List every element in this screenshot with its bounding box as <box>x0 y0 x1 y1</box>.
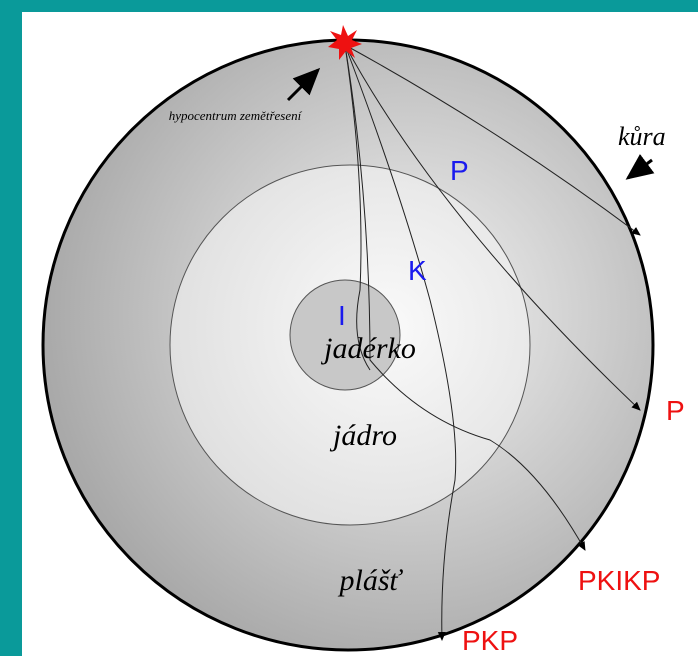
hypocenter-label: hypocentrum zemětřesení <box>169 108 303 123</box>
wave-label: K <box>408 255 427 286</box>
page: {"labels": {"hypocenter": "hypocentrum z… <box>0 0 698 656</box>
crust-label: kůra <box>618 122 666 151</box>
arrival-label: P <box>666 395 685 426</box>
arrival-label: PKIKP <box>578 565 660 596</box>
arrival-label: PKP <box>462 625 518 656</box>
core-label: jádro <box>329 419 397 452</box>
wave-label: P <box>450 155 469 186</box>
wave-label: I <box>338 300 346 331</box>
diagram: hypocentrum zemětřesení kůra jadérko jád… <box>0 0 698 656</box>
mantle-label: plášť <box>338 564 404 597</box>
inner-core-label: jadérko <box>320 332 416 365</box>
